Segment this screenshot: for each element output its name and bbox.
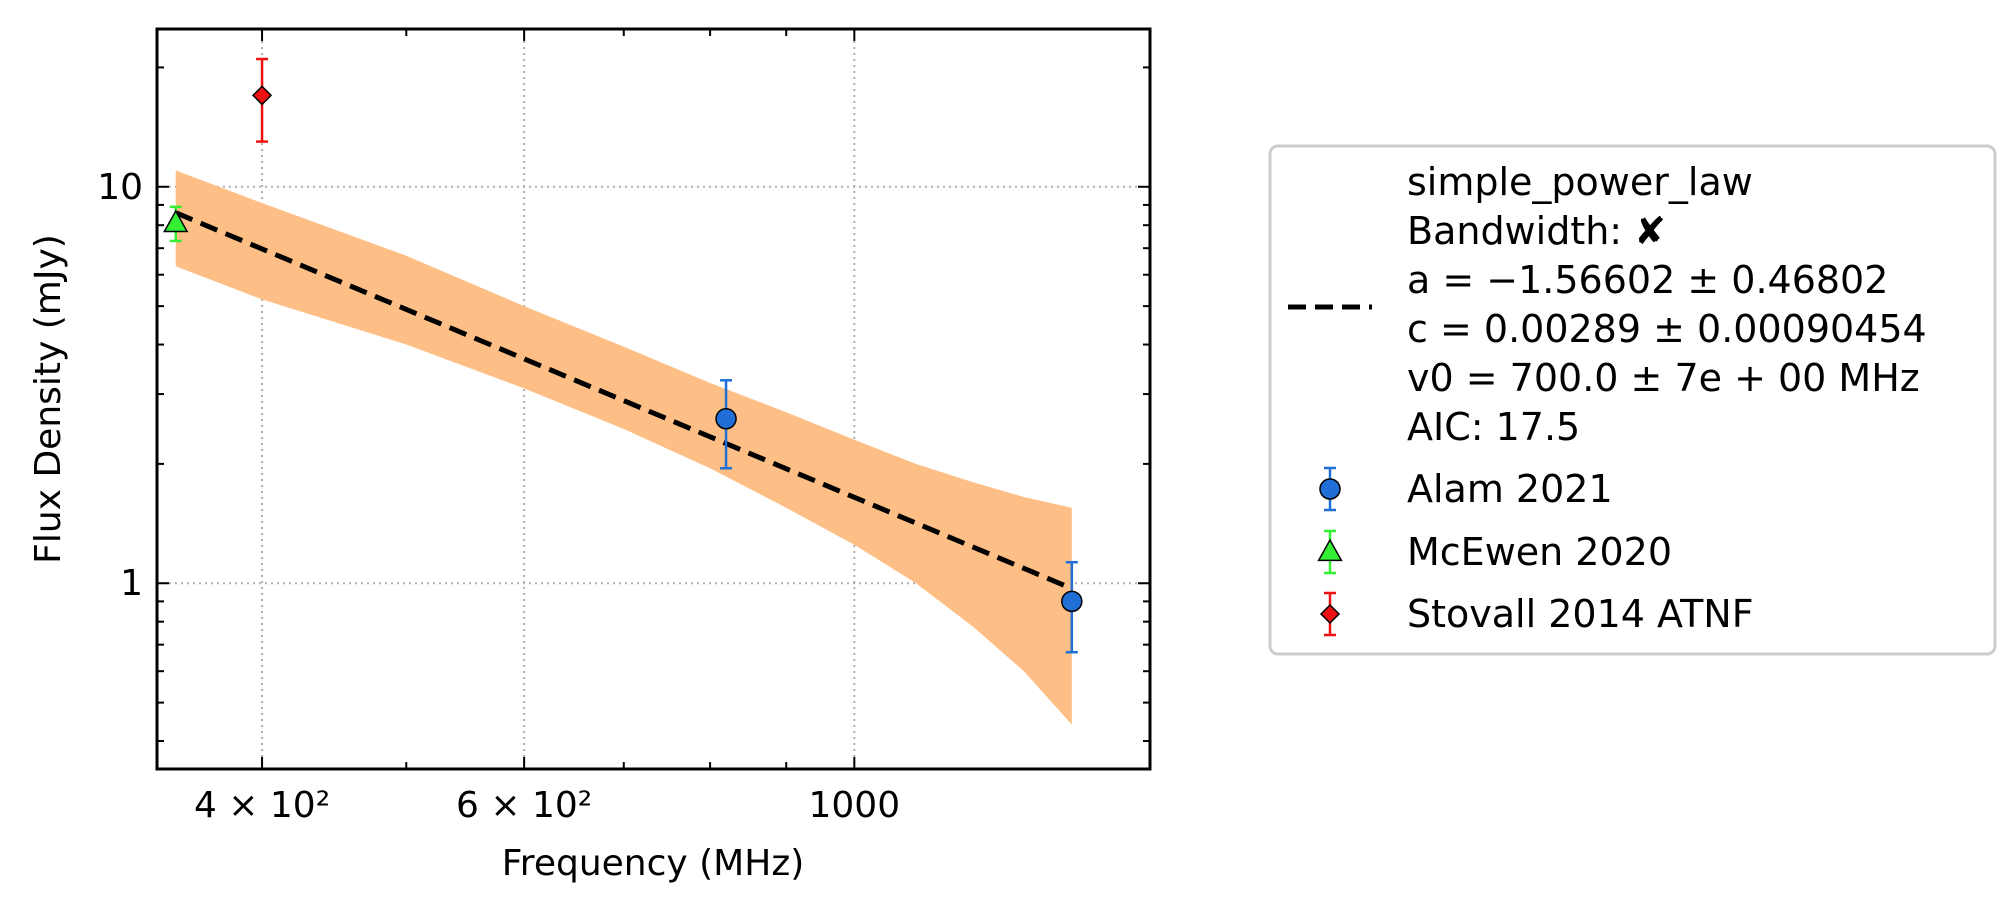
x-tick-label: 1000 xyxy=(809,785,901,826)
fit-line xyxy=(174,210,1073,591)
legend-series-label: Stovall 2014 ATNF xyxy=(1407,592,1754,636)
legend-fit-line-4: v0 = 700.0 ± 7e + 00 MHz xyxy=(1407,356,1920,400)
tick-labels: 4 × 10² 6 × 10² 1000 1 10 xyxy=(97,167,900,826)
legend-fit-line-1: Bandwidth: ✘ xyxy=(1407,209,1666,253)
legend-fit-line-3: c = 0.00289 ± 0.00090454 xyxy=(1407,307,1927,351)
legend-frame xyxy=(1268,144,1997,656)
x-tick-label: 4 × 10² xyxy=(194,785,330,826)
legend-marker-triangle xyxy=(1317,538,1343,562)
y-tick-label: 10 xyxy=(97,167,143,208)
legend-fit-label: simple_power_law Bandwidth: ✘ a = −1.56602… xyxy=(1407,160,1927,449)
legend-fit-line-2: a = −1.56602 ± 0.46802 xyxy=(1407,258,1888,302)
y-axis-label: Flux Density (mJy) xyxy=(28,234,69,564)
fit-uncertainty-band xyxy=(175,170,1072,725)
legend-series-entries: Alam 2021 McEwen 2020 Stovall 2014 ATNF xyxy=(1317,466,1754,637)
marker-circle xyxy=(715,407,737,430)
data-point-1-0 xyxy=(163,205,189,243)
axis-ticks xyxy=(157,29,1150,769)
fit-uncertainty-band-group xyxy=(175,170,1072,725)
data-points xyxy=(163,57,1083,654)
legend-marker-diamond xyxy=(1319,603,1341,625)
legend: simple_power_law Bandwidth: ✘ a = −1.56602… xyxy=(1268,144,1997,656)
legend-series-label: Alam 2021 xyxy=(1407,467,1613,511)
marker-circle xyxy=(1061,590,1083,613)
legend-series-label: McEwen 2020 xyxy=(1407,530,1672,574)
legend-marker-circle xyxy=(1319,478,1341,500)
legend-fit-line-0: simple_power_law xyxy=(1407,160,1753,204)
legend-entry-1: McEwen 2020 xyxy=(1317,529,1672,575)
data-point-0-1 xyxy=(1061,560,1083,654)
data-point-0-0 xyxy=(715,379,737,470)
legend-fit-line-5: AIC: 17.5 xyxy=(1407,405,1580,449)
legend-entry-0: Alam 2021 xyxy=(1319,466,1613,512)
y-tick-label: 1 xyxy=(120,563,143,604)
legend-entry-2: Stovall 2014 ATNF xyxy=(1319,591,1754,637)
plot-frame xyxy=(155,27,1152,771)
marker-diamond xyxy=(251,85,273,106)
marker-triangle xyxy=(163,209,189,233)
x-axis-label: Frequency (MHz) xyxy=(502,843,805,884)
data-point-2-0 xyxy=(251,57,273,143)
fit-line-group xyxy=(174,210,1073,591)
x-tick-label: 6 × 10² xyxy=(456,785,592,826)
